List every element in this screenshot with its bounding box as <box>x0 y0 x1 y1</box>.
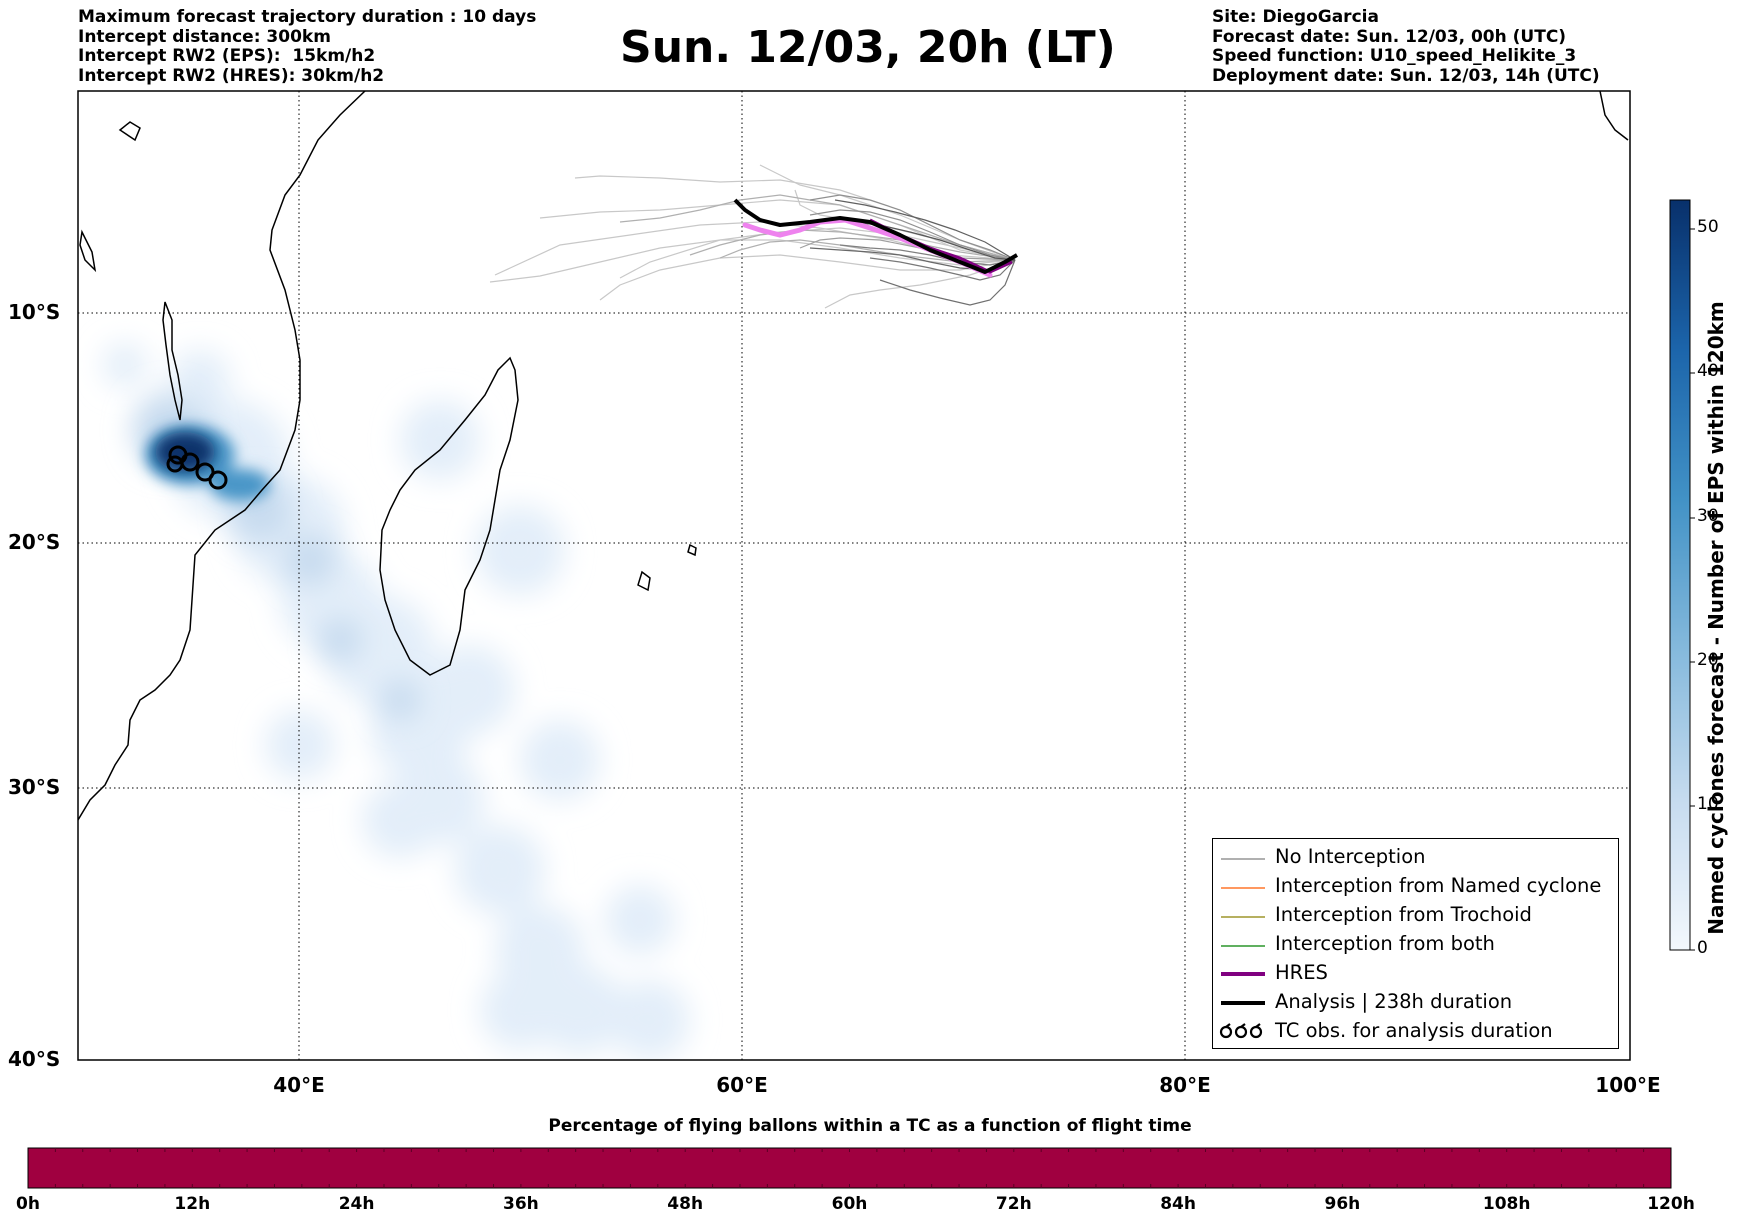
vcbar-tick-label: 20 <box>1697 650 1719 670</box>
legend-swatch <box>1221 916 1265 918</box>
africa-coastline <box>78 91 366 821</box>
vertical-colorbar-ticks <box>1690 228 1695 951</box>
hcbar-tick-label: 108h <box>1482 1194 1531 1214</box>
vcbar-tick-label: 40 <box>1697 361 1719 381</box>
hcbar-tick-label: 120h <box>1647 1194 1695 1214</box>
legend-label: Interception from both <box>1275 932 1495 955</box>
vertical-colorbar-label: Named cyclones forecast - Number of EPS … <box>1704 301 1728 935</box>
tc-observations <box>166 445 228 490</box>
legend-item: HRES <box>1213 959 1618 988</box>
legend-item: Interception from Trochoid <box>1213 901 1618 930</box>
horizontal-colorbar-ticks <box>54 1148 1645 1188</box>
lon-label-60e: 60°E <box>716 1073 768 1097</box>
vcbar-tick-label: 50 <box>1697 217 1719 237</box>
hcbar-tick-label: 24h <box>338 1194 375 1214</box>
legend-item: Analysis | 238h duration <box>1213 988 1618 1017</box>
vcbar-tick-label: 30 <box>1697 506 1719 526</box>
page-title: Sun. 12/03, 20h (LT) <box>620 22 1116 73</box>
legend-item: Interception from both <box>1213 930 1618 959</box>
reunion-island-coastline <box>687 543 697 557</box>
intercept-hres-text: Intercept RW2 (HRES): 30km/h2 <box>78 65 385 86</box>
forecast-date-text: Forecast date: Sun. 12/03, 00h (UTC) <box>1212 26 1567 47</box>
legend-swatch <box>1221 1001 1265 1005</box>
lake-malawi-coastline <box>162 301 183 421</box>
legend-label: Interception from Named cyclone <box>1275 874 1602 897</box>
horizontal-colorbar-title: Percentage of flying ballons within a TC… <box>548 1116 1192 1136</box>
legend-swatch <box>1221 972 1265 976</box>
hcbar-tick-label: 72h <box>995 1194 1032 1214</box>
speed-function-text: Speed function: U10_speed_Helikite_3 <box>1212 46 1577 66</box>
legend-swatch <box>1221 887 1265 889</box>
lat-label-30s: 30°S <box>8 775 61 799</box>
lon-label-80e: 80°E <box>1159 1073 1211 1097</box>
legend-label: No Interception <box>1275 845 1426 868</box>
max-duration-text: Maximum forecast trajectory duration : 1… <box>78 7 537 27</box>
vcbar-tick-label: 10 <box>1697 794 1719 814</box>
analysis-trajectory <box>733 198 1019 274</box>
site-text: Site: DiegoGarcia <box>1212 7 1379 27</box>
lon-label-100e: 100°E <box>1595 1073 1661 1097</box>
lon-label-40e: 40°E <box>273 1073 325 1097</box>
header-info-right: Site: DiegoGarcia Forecast date: Sun. 12… <box>1212 7 1600 86</box>
hcbar-tick-label: 60h <box>831 1194 868 1214</box>
legend-label: TC obs. for analysis duration <box>1275 1019 1553 1042</box>
tc-symbol-icon <box>1219 1023 1263 1039</box>
legend-label: HRES <box>1275 961 1328 984</box>
hcbar-tick-label: 96h <box>1324 1194 1361 1214</box>
coastlines <box>78 91 1629 821</box>
hcbar-tick-label: 12h <box>174 1194 211 1214</box>
eps-density-field <box>103 343 690 1060</box>
legend-swatch <box>1221 945 1265 947</box>
hcbar-tick-label: 84h <box>1160 1194 1196 1214</box>
legend-item: No Interception <box>1213 843 1618 872</box>
legend-label: Analysis | 238h duration <box>1275 990 1513 1013</box>
tc-symbol-icon <box>166 455 184 473</box>
arabian-coastline <box>1599 91 1629 141</box>
map-area <box>78 91 1630 1060</box>
lake-tanganyika-coastline <box>79 229 97 273</box>
legend-item: TC obs. for analysis duration <box>1213 1017 1618 1046</box>
legend-item: Interception from Named cyclone <box>1213 872 1618 901</box>
hcbar-tick-label: 36h <box>503 1194 539 1214</box>
reunion-mauritius-coastline <box>637 570 651 592</box>
vertical-colorbar <box>1669 199 1691 951</box>
intercept-eps-text: Intercept RW2 (EPS): 15km/h2 <box>78 46 376 66</box>
horizontal-colorbar <box>27 1147 1672 1189</box>
lat-label-40s: 40°S <box>8 1047 61 1071</box>
legend-label: Interception from Trochoid <box>1275 903 1532 926</box>
hcbar-tick-label: 48h <box>667 1194 704 1214</box>
vcbar-tick-label: 0 <box>1697 938 1708 958</box>
intercept-distance-text: Intercept distance: 300km <box>78 26 331 47</box>
hcbar-tick-label: 0h <box>16 1194 40 1214</box>
map-border <box>77 90 1631 1061</box>
lat-label-10s: 10°S <box>8 300 61 324</box>
map-legend: No Interception Interception from Named … <box>1212 838 1619 1049</box>
deployment-date-text: Deployment date: Sun. 12/03, 14h (UTC) <box>1212 65 1600 86</box>
madagascar-coastline <box>379 356 519 676</box>
lat-label-20s: 20°S <box>8 530 61 554</box>
eps-trajectories <box>489 164 1016 309</box>
legend-swatch <box>1221 858 1265 860</box>
header-info-left: Maximum forecast trajectory duration : 1… <box>78 7 537 86</box>
tc-symbol-icon <box>208 470 228 490</box>
small-islands-north <box>118 121 141 142</box>
